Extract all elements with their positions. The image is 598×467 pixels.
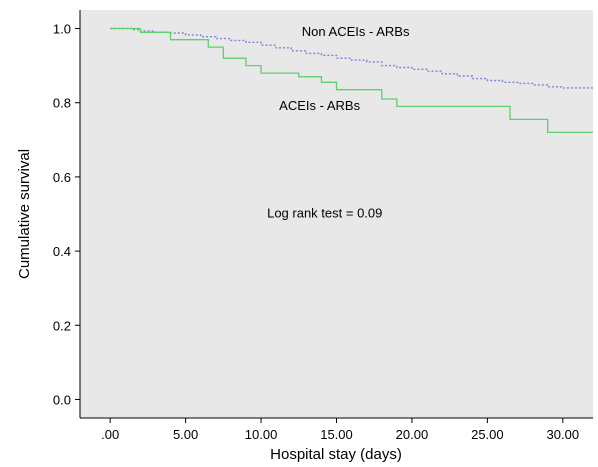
- series-line-non-acei-arb: [110, 27, 593, 89]
- y-axis-title: Cumulative survival: [16, 149, 33, 279]
- annotation-label: Non ACEIs - ARBs: [302, 24, 410, 39]
- x-ticks: .00 5.00 10.00 15.00 20.00 25.00 30.00: [101, 418, 579, 442]
- annotation-label: ACEIs - ARBs: [279, 98, 360, 113]
- x-tick-label: .00: [101, 427, 119, 442]
- y-tick-label: 0.8: [53, 96, 71, 111]
- series-layer: [110, 27, 593, 134]
- y-tick-label: 0.0: [53, 392, 71, 407]
- x-tick-label: 25.00: [471, 427, 504, 442]
- y-tick-label: 0.2: [53, 318, 71, 333]
- plot-background: [80, 10, 593, 418]
- x-tick-label: 20.00: [396, 427, 429, 442]
- y-tick-label: 0.4: [53, 244, 71, 259]
- y-ticks: 0.0 0.2 0.4 0.6 0.8 1.0: [53, 22, 80, 407]
- x-tick-label: 10.00: [245, 427, 278, 442]
- x-tick-label: 30.00: [547, 427, 580, 442]
- series-line-acei-arb: [110, 27, 593, 134]
- x-tick-label: 15.00: [320, 427, 353, 442]
- x-axis-title: Hospital stay (days): [270, 446, 402, 463]
- y-tick-label: 0.6: [53, 170, 71, 185]
- annotation-label: Log rank test = 0.09: [267, 206, 382, 221]
- annotation-layer: Non ACEIs - ARBs ACEIs - ARBs Log rank tes…: [267, 24, 410, 221]
- x-tick-label: 5.00: [173, 427, 198, 442]
- y-tick-label: 1.0: [53, 22, 71, 37]
